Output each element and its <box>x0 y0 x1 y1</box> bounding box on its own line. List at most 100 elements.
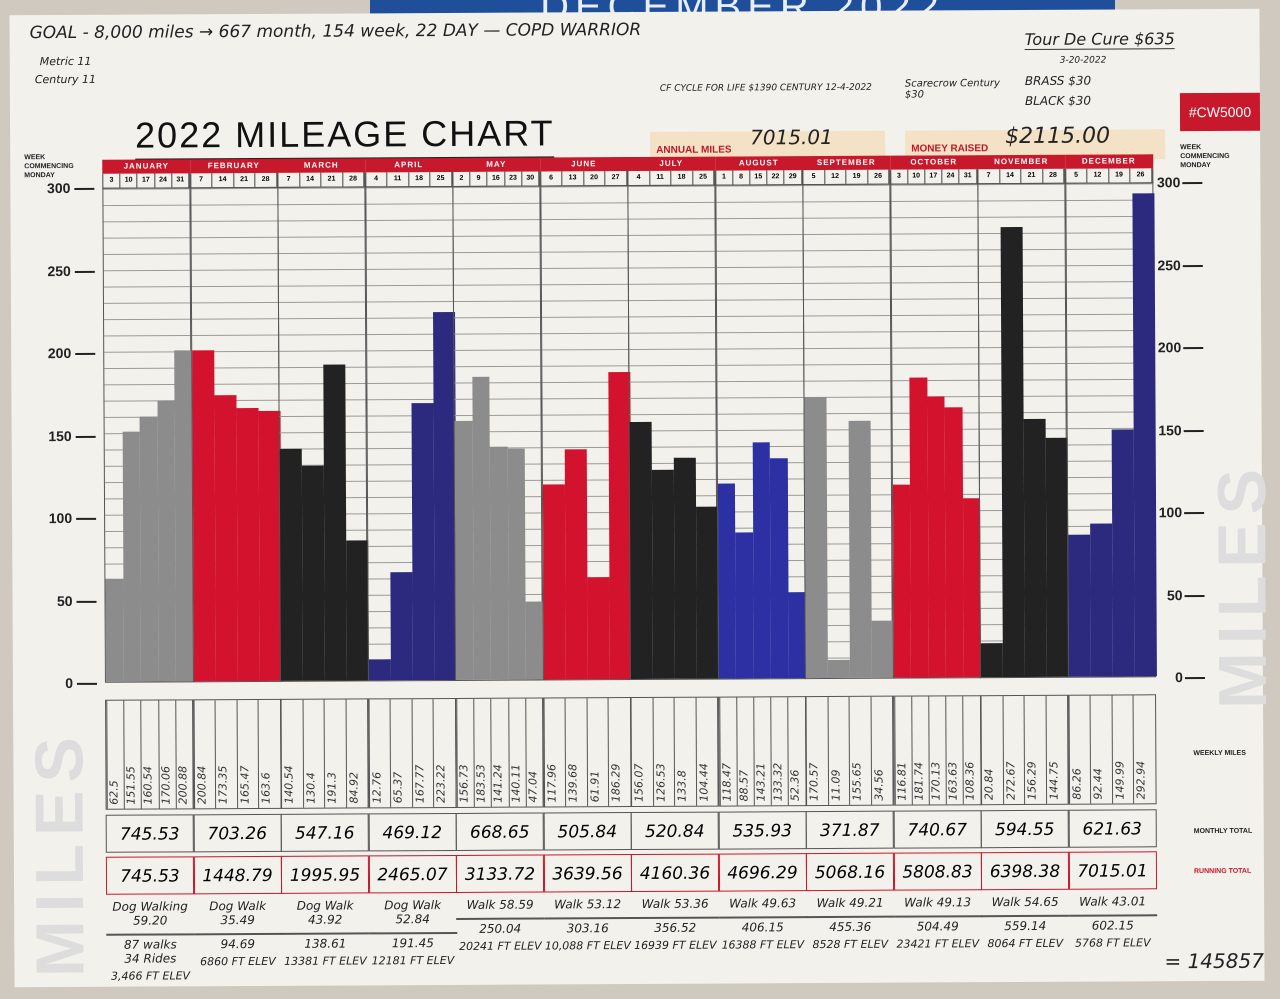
week-date: 23 <box>504 171 523 186</box>
week-date: 10 <box>907 169 926 184</box>
week-date: 12 <box>824 169 847 185</box>
week-bar <box>1067 534 1091 677</box>
monthly-total: 594.55 <box>980 809 1069 849</box>
weekly-miles-value: 86.26 <box>1068 695 1091 804</box>
y-tick-mark <box>74 187 95 190</box>
week-date: 12 <box>1087 168 1109 183</box>
weekly-miles-value: 165.47 <box>236 699 259 809</box>
y-tick-mark <box>1184 677 1205 680</box>
y-axis-label-left: MILES <box>21 729 99 978</box>
week-date: 9 <box>470 171 488 186</box>
weekly-miles-value: 61.91 <box>586 698 609 807</box>
bar-grid <box>102 187 194 683</box>
y-tick-left: 50 <box>56 592 73 609</box>
running-total: 3639.56 <box>543 854 632 893</box>
weekly-miles-cells: 200.84 173.35 165.47 163.6 <box>192 698 282 810</box>
month-header: OCTOBER <box>889 155 978 170</box>
y-tick-mark <box>1183 347 1204 350</box>
annual-miles-value: 7015.01 <box>750 124 833 150</box>
money-raised-value: $2115.00 <box>1005 123 1111 150</box>
week-date: 1 <box>715 170 734 185</box>
bar-grid <box>539 185 632 681</box>
week-date: 14 <box>212 173 234 188</box>
monthly-total: 469.12 <box>368 812 457 852</box>
weekly-miles-value: 170.57 <box>806 697 829 806</box>
week-bar <box>909 377 929 678</box>
black-note: BLACK $30 <box>1024 93 1092 108</box>
weekly-miles-cells: 62.5 151.55 160.54 170.06 200.88 <box>105 699 194 810</box>
week-bar <box>489 446 509 680</box>
week-bar <box>586 577 610 680</box>
weekly-miles-cells: 140.54 130.4 191.3 84.92 <box>280 698 369 809</box>
weekly-miles-value: 84.92 <box>345 699 368 808</box>
week-date: 13 <box>562 171 584 186</box>
week-date: 4 <box>365 172 388 187</box>
y-tick-right: 0 <box>1175 669 1183 686</box>
running-total: 5808.83 <box>893 852 982 891</box>
running-total: 6398.38 <box>980 851 1070 891</box>
walk-miles: Walk 53.36 <box>641 896 709 911</box>
week-date: 27 <box>605 171 627 186</box>
y-tick-mark <box>76 682 97 685</box>
week-bar <box>213 395 238 682</box>
week-bar <box>507 448 527 680</box>
weekly-miles-cells: 170.57 11.09 155.65 34.56 <box>805 695 894 807</box>
walk-miles: Walk 49.13 <box>904 895 972 910</box>
y-tick-left: 300 <box>46 179 71 197</box>
running-total: 745.53 <box>105 856 195 895</box>
running-total: 1995.95 <box>280 855 370 894</box>
month-header: JANUARY <box>102 159 191 174</box>
weekly-miles-value: 272.67 <box>1002 695 1025 805</box>
monthly-total: 547.16 <box>280 813 369 852</box>
walk-total: 250.04 <box>456 917 545 936</box>
walk-notes: Walk 53.36 356.52 16939 FT ELEV <box>631 896 720 953</box>
weekly-miles-cells: 156.07 126.53 133.8 104.44 <box>630 696 719 808</box>
weekly-miles-cells: 12.76 65.37 167.77 223.22 <box>367 697 457 809</box>
month-header: MAY <box>452 157 541 172</box>
elevation: 5768 FT ELEV <box>1075 936 1151 950</box>
weekly-miles-cells: 156.73 183.53 141.24 140.11 47.04 <box>455 697 544 808</box>
y-tick-left: 150 <box>48 427 72 444</box>
walk-miles: Walk 49.63 <box>729 896 797 911</box>
week-bar <box>651 470 675 679</box>
weekly-miles-value: 20.84 <box>981 696 1004 805</box>
weekly-miles-value: 200.84 <box>193 700 216 809</box>
week-bar <box>157 400 177 682</box>
week-date: 28 <box>255 172 277 187</box>
week-date: 8 <box>732 170 751 185</box>
week-bar <box>944 407 964 678</box>
walk-total: 504.49 <box>893 915 982 934</box>
weekly-miles-value: 156.07 <box>631 697 654 807</box>
weekly-miles-value: 126.53 <box>652 697 675 806</box>
walk-notes: Dog Walk 52.84 191.45 12181 FT ELEV <box>368 898 457 968</box>
y-tick-mark <box>76 600 97 603</box>
weekly-miles-value: 139.68 <box>565 698 588 807</box>
y-tick-left: 0 <box>65 674 74 691</box>
week-date: 24 <box>154 173 173 188</box>
y-tick-right: 100 <box>1158 504 1183 521</box>
elevation: 8064 FT ELEV <box>987 936 1064 951</box>
weekly-miles-value: 144.75 <box>1045 695 1068 804</box>
week-date: 2 <box>453 171 471 186</box>
month-column-april: APRIL 4 11 18 25 12.76 65.37 167.77 223.22 469.12… <box>364 157 457 967</box>
elevation: 16388 FT ELEV <box>721 938 805 952</box>
week-bar <box>105 578 124 682</box>
weekly-miles-cells: 116.81 181.74 170.13 163.63 108.36 <box>892 695 982 806</box>
week-date: 21 <box>321 172 343 187</box>
week-bar <box>696 506 719 679</box>
weekly-miles-value: 186.29 <box>608 698 631 807</box>
monthly-total: 505.84 <box>543 812 632 851</box>
y-tick-left: 250 <box>47 262 71 279</box>
scarecrow-note: Scarecrow Century $30 <box>904 78 1000 101</box>
weekly-miles-cells: 20.84 272.67 156.29 144.75 <box>980 694 1069 806</box>
weekly-miles-value: 223.22 <box>433 698 456 808</box>
week-date: 17 <box>137 173 155 188</box>
weekly-miles-value: 130.4 <box>302 699 325 808</box>
walk-miles: Dog Walk 43.92 <box>296 898 354 927</box>
century-note: Century 11 <box>34 72 97 87</box>
weekly-miles-value: 34.56 <box>870 696 893 805</box>
week-date: 3 <box>890 169 909 184</box>
y-tick-left: 200 <box>47 344 72 362</box>
month-column-november: NOVEMBER 7 14 21 28 20.84 272.67 156.29 144.75 59… <box>977 154 1070 950</box>
walk-notes: Dog Walk 43.92 138.61 13381 FT ELEV <box>281 898 370 968</box>
